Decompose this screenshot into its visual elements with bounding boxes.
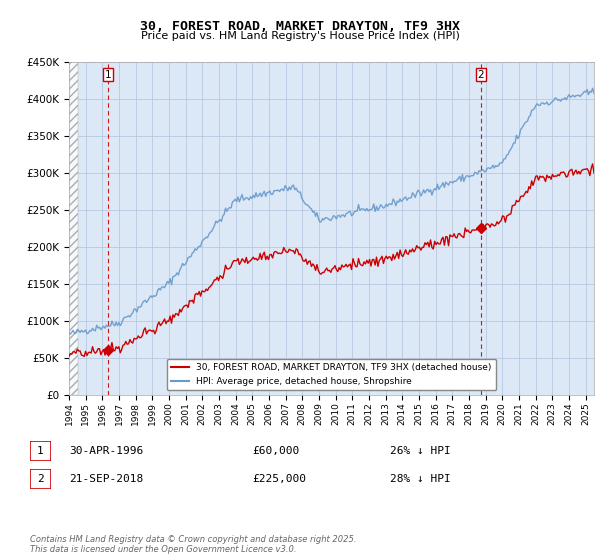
Text: 21-SEP-2018: 21-SEP-2018 [69, 474, 143, 484]
FancyBboxPatch shape [30, 441, 51, 461]
Text: 2: 2 [37, 474, 44, 484]
Text: 26% ↓ HPI: 26% ↓ HPI [390, 446, 451, 456]
Text: £60,000: £60,000 [252, 446, 299, 456]
Legend: 30, FOREST ROAD, MARKET DRAYTON, TF9 3HX (detached house), HPI: Average price, d: 30, FOREST ROAD, MARKET DRAYTON, TF9 3HX… [167, 359, 496, 390]
Text: 1: 1 [37, 446, 44, 456]
Polygon shape [69, 62, 78, 395]
FancyBboxPatch shape [30, 469, 51, 489]
Text: 2: 2 [478, 70, 484, 80]
Text: 28% ↓ HPI: 28% ↓ HPI [390, 474, 451, 484]
Text: £225,000: £225,000 [252, 474, 306, 484]
Text: 30, FOREST ROAD, MARKET DRAYTON, TF9 3HX: 30, FOREST ROAD, MARKET DRAYTON, TF9 3HX [140, 20, 460, 32]
Text: Contains HM Land Registry data © Crown copyright and database right 2025.
This d: Contains HM Land Registry data © Crown c… [30, 535, 356, 554]
Text: 30-APR-1996: 30-APR-1996 [69, 446, 143, 456]
Text: 1: 1 [104, 70, 111, 80]
Text: Price paid vs. HM Land Registry's House Price Index (HPI): Price paid vs. HM Land Registry's House … [140, 31, 460, 41]
